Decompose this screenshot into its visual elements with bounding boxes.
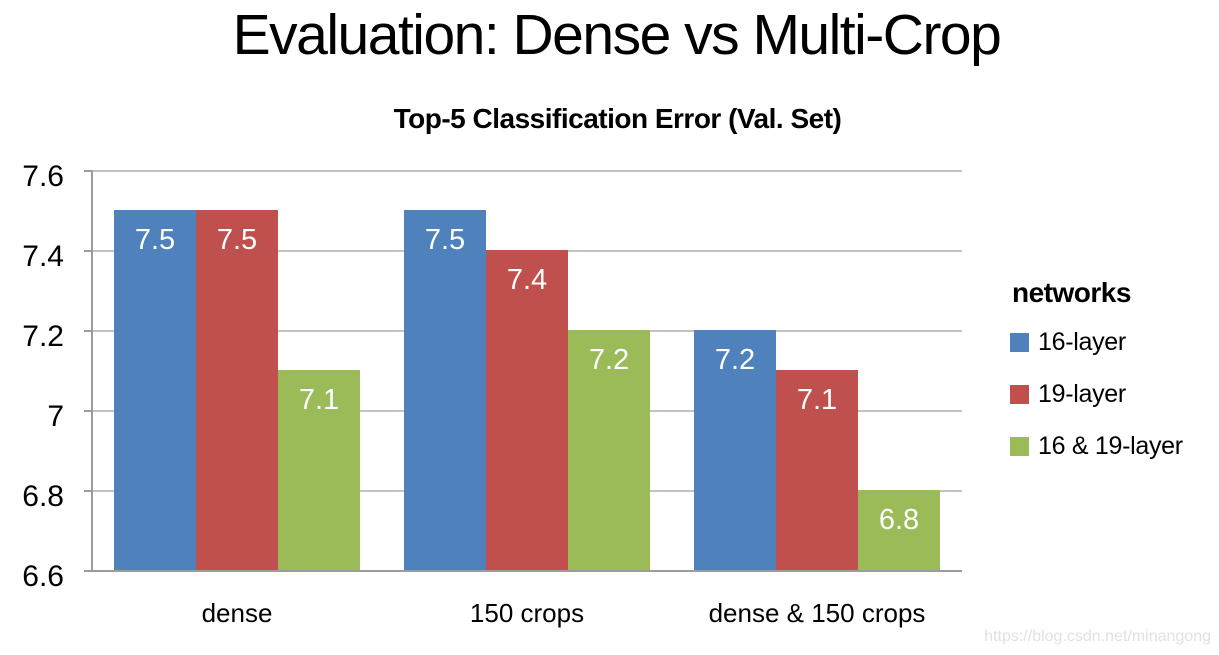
bar-value-label: 7.2 bbox=[588, 344, 630, 376]
bar bbox=[114, 210, 196, 570]
slide-title: Evaluation: Dense vs Multi-Crop bbox=[232, 3, 1002, 67]
gridline bbox=[92, 170, 962, 172]
bar bbox=[278, 370, 360, 570]
legend-item: 19-layer bbox=[1010, 380, 1126, 408]
y-axis-line bbox=[91, 170, 93, 572]
bar-value-label: 7.5 bbox=[424, 224, 466, 256]
y-tick-label: 7.4 bbox=[22, 240, 64, 273]
bar bbox=[486, 250, 568, 570]
legend-label: 19-layer bbox=[1038, 379, 1126, 408]
y-tick-label: 7.6 bbox=[22, 160, 64, 193]
y-tick-label: 7.2 bbox=[22, 320, 64, 353]
legend-swatch-icon bbox=[1010, 436, 1029, 456]
bar-value-label: 6.8 bbox=[878, 504, 920, 536]
category-label: dense bbox=[201, 598, 273, 628]
legend-item: 16 & 19-layer bbox=[1010, 432, 1183, 460]
x-axis-line bbox=[92, 570, 962, 572]
y-axis-tick bbox=[84, 330, 92, 332]
watermark: https://blog.csdn.net/minangong bbox=[984, 628, 1211, 645]
bar-value-label: 7.1 bbox=[796, 384, 838, 416]
y-axis-tick bbox=[84, 170, 92, 172]
y-tick-label: 6.6 bbox=[22, 560, 64, 593]
bar bbox=[196, 210, 278, 570]
y-axis-tick bbox=[84, 490, 92, 492]
y-axis-tick bbox=[84, 570, 92, 572]
y-axis-tick bbox=[84, 250, 92, 252]
bar bbox=[694, 330, 776, 570]
category-label: 150 crops bbox=[469, 598, 585, 628]
legend-swatch-icon bbox=[1010, 332, 1029, 352]
bar-value-label: 7.4 bbox=[506, 264, 548, 296]
legend-title: networks bbox=[1012, 277, 1131, 308]
y-tick-label: 7 bbox=[47, 400, 64, 433]
bar-value-label: 7.1 bbox=[298, 384, 340, 416]
bar bbox=[568, 330, 650, 570]
chart-title: Top-5 Classification Error (Val. Set) bbox=[393, 103, 842, 134]
y-tick-label: 6.8 bbox=[22, 480, 64, 513]
legend-label: 16-layer bbox=[1038, 327, 1126, 356]
bar bbox=[776, 370, 858, 570]
legend-swatch-icon bbox=[1010, 384, 1029, 404]
bar-value-label: 7.5 bbox=[216, 224, 258, 256]
bar-value-label: 7.2 bbox=[714, 344, 756, 376]
bar bbox=[404, 210, 486, 570]
category-label: dense & 150 crops bbox=[708, 598, 926, 628]
legend-label: 16 & 19-layer bbox=[1038, 431, 1183, 460]
bar-value-label: 7.5 bbox=[134, 224, 176, 256]
y-axis-tick bbox=[84, 410, 92, 412]
bar bbox=[858, 490, 940, 570]
legend-item: 16-layer bbox=[1010, 328, 1126, 356]
